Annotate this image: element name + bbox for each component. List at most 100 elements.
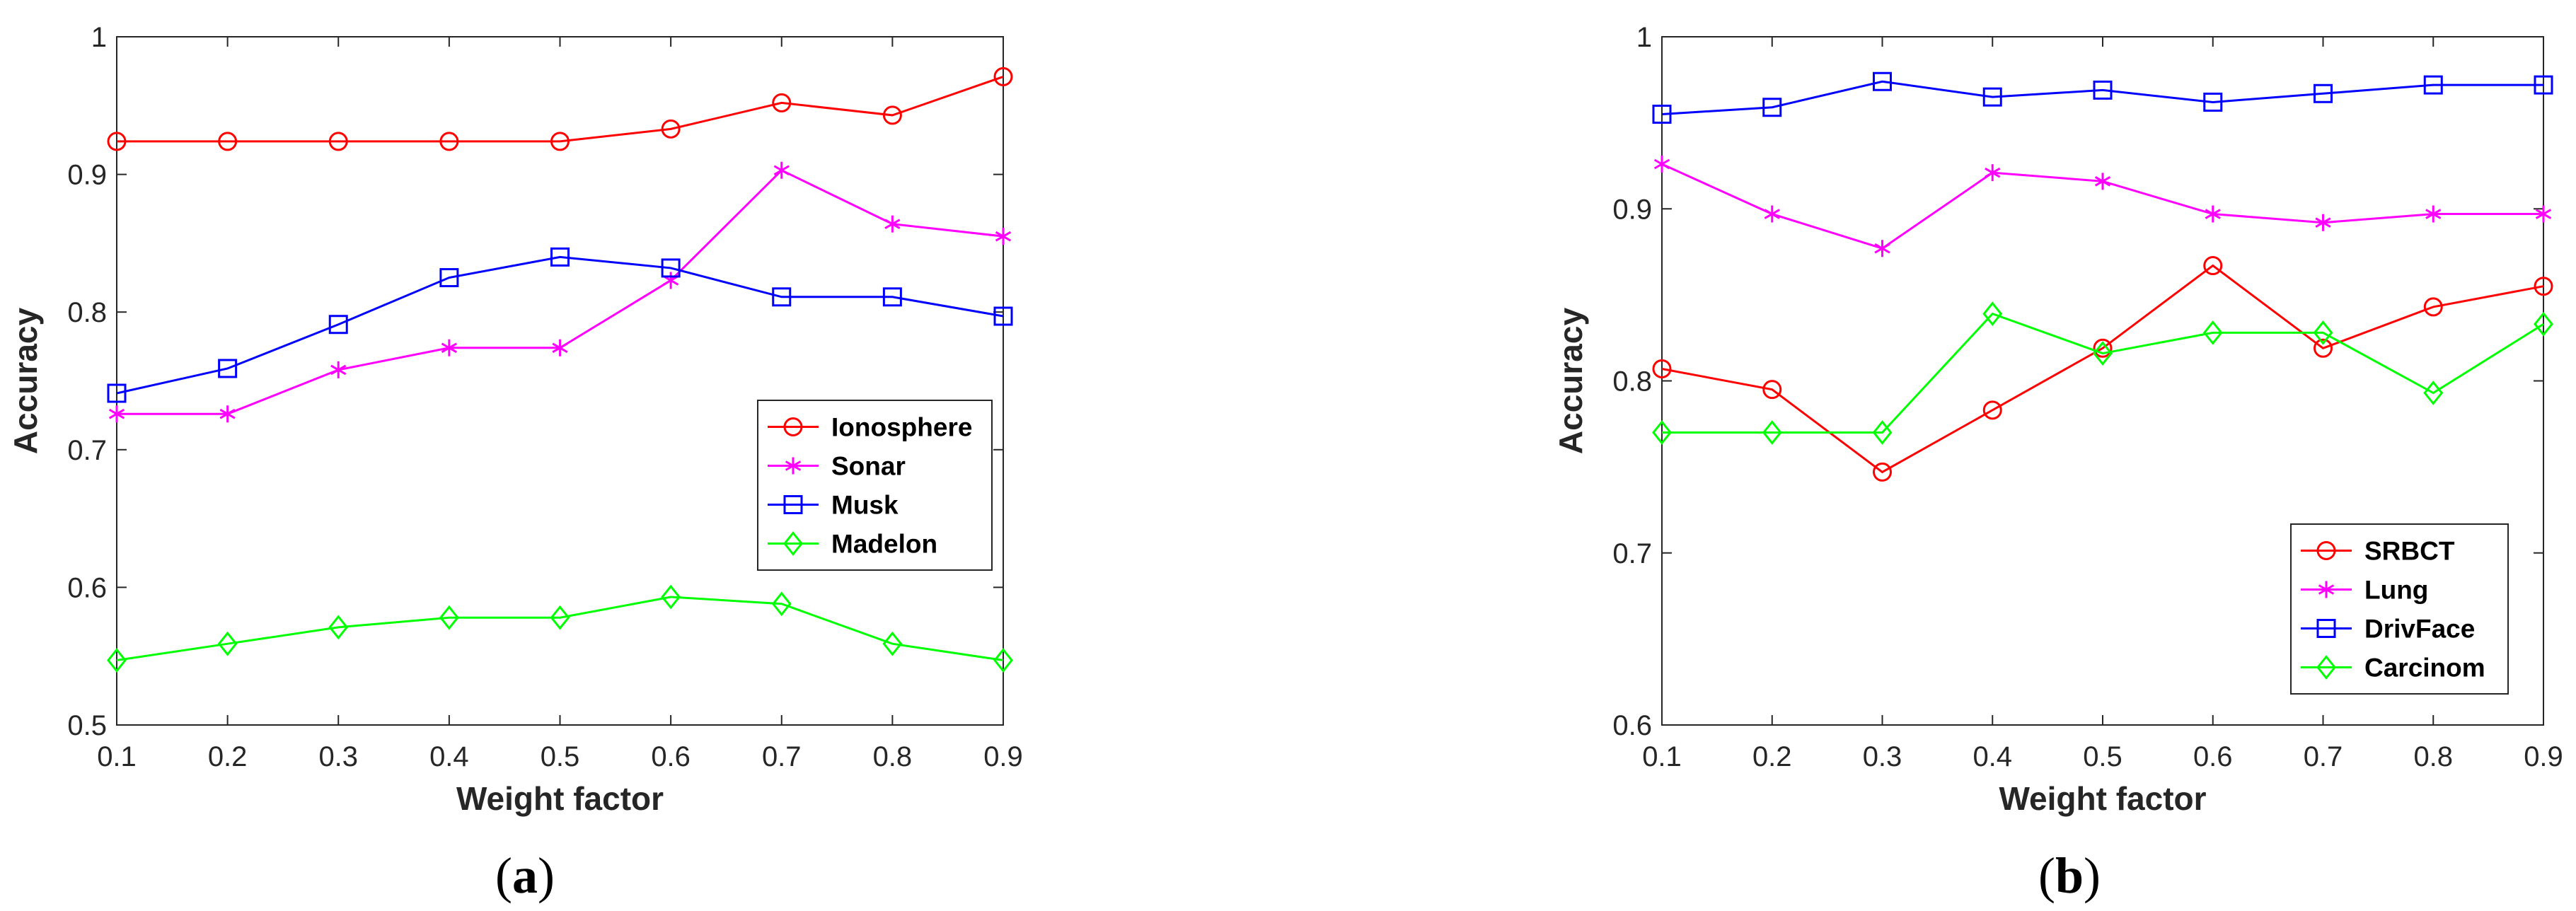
x-axis-label: Weight factor	[456, 780, 664, 817]
legend-marker	[2318, 581, 2335, 598]
data-point	[2534, 75, 2553, 95]
legend-marker	[2316, 619, 2336, 638]
caption-close-paren: )	[538, 847, 555, 904]
data-point	[2093, 338, 2113, 358]
data-point	[993, 648, 1013, 673]
data-point	[550, 247, 570, 267]
data-point	[2205, 205, 2221, 223]
x-tick-label: 0.2	[1752, 741, 1792, 772]
legend-marker	[2316, 541, 2336, 560]
legend-label: DrivFace	[2364, 615, 2475, 644]
y-tick-label: 0.5	[67, 710, 107, 741]
series-madelon	[107, 584, 1013, 673]
y-tick-label: 1	[91, 22, 107, 53]
series-line	[116, 255, 1004, 395]
data-point	[2314, 338, 2333, 358]
legend: SRBCT Lung DrivFace Carcinom	[2290, 523, 2509, 695]
legend-box	[757, 400, 993, 571]
data-point	[1762, 98, 1782, 117]
data-point	[2094, 173, 2111, 190]
data-point	[661, 119, 681, 139]
y-axis-label: Accuracy	[1552, 308, 1589, 455]
data-point	[995, 228, 1012, 245]
x-tick-label: 0.7	[762, 741, 802, 772]
series-line	[117, 76, 1004, 143]
caption-letter: b	[2055, 847, 2084, 904]
legend-label: SRBCT	[2364, 537, 2455, 566]
x-tick-label: 0.7	[2304, 741, 2343, 772]
x-tick-label: 0.3	[318, 741, 358, 772]
data-point	[552, 339, 568, 356]
legend-label: Musk	[831, 491, 899, 520]
data-point	[1653, 156, 1670, 173]
x-tick-label: 0.6	[651, 741, 691, 772]
x-tick-label: 0.9	[2524, 741, 2563, 772]
data-point	[107, 132, 127, 151]
chart-panel-a: 0.1 0.2 0.3 0.4 0.5 0.6 0.7 0.8 0.9 0.5 0.6 0.7 0.8 0…	[7, 22, 1023, 904]
legend-marker	[2316, 655, 2336, 680]
legend-marker	[783, 417, 803, 436]
legend-label: Carcinom	[2364, 654, 2485, 683]
legend-marker	[785, 457, 802, 475]
data-point	[107, 383, 127, 403]
data-point	[108, 405, 125, 423]
series-ionosphere	[107, 66, 1013, 151]
x-tick-label: 0.9	[983, 741, 1023, 772]
series-line	[1662, 312, 2544, 434]
x-tick-label: 0.5	[2083, 741, 2122, 772]
panel-caption: (b)	[2038, 847, 2101, 904]
y-tick-label: 1	[1636, 22, 1652, 53]
data-point	[1982, 400, 2002, 420]
data-point	[773, 161, 790, 179]
data-point	[2423, 381, 2444, 405]
x-tick-label: 0.4	[1973, 741, 2012, 772]
data-point	[219, 405, 236, 423]
data-point	[2093, 80, 2113, 100]
data-point	[2315, 214, 2331, 231]
x-tick-label: 0.1	[1642, 741, 1682, 772]
data-point	[1764, 205, 1780, 223]
data-point	[217, 631, 238, 656]
data-point	[1762, 380, 1782, 400]
data-point	[2534, 277, 2553, 296]
data-point	[330, 361, 347, 378]
data-point	[2423, 297, 2443, 317]
data-point	[1873, 462, 1892, 482]
legend-label: Madelon	[831, 530, 937, 559]
data-point	[882, 287, 902, 307]
data-point	[441, 339, 458, 356]
data-point	[1872, 420, 1893, 445]
data-point	[2534, 311, 2553, 337]
data-point	[439, 132, 459, 151]
caption-open-paren: (	[495, 847, 512, 904]
data-point	[439, 268, 459, 288]
data-point	[2202, 320, 2223, 345]
series-lung	[1653, 156, 2552, 257]
data-point	[661, 584, 681, 610]
x-axis-label: Weight factor	[1999, 780, 2206, 817]
caption-close-paren: )	[2084, 847, 2101, 904]
caption-open-paren: (	[2038, 847, 2055, 904]
y-tick-label: 0.7	[1612, 538, 1652, 569]
y-tick-label: 0.8	[67, 297, 107, 328]
series-line	[1661, 80, 2543, 115]
data-point	[1652, 104, 1672, 124]
data-point	[550, 605, 570, 630]
series-carcinom	[1652, 301, 2553, 445]
data-point	[328, 132, 348, 151]
x-tick-label: 0.8	[2413, 741, 2453, 772]
data-point	[771, 591, 792, 617]
data-point	[107, 648, 127, 673]
data-point	[661, 258, 681, 278]
data-point	[993, 66, 1013, 86]
data-point	[1652, 359, 1672, 378]
data-point	[772, 287, 792, 307]
data-point	[2425, 205, 2442, 223]
series-drivface	[1652, 71, 2553, 124]
data-point	[439, 605, 459, 630]
legend-label: Sonar	[831, 452, 906, 481]
data-point	[1652, 420, 1672, 445]
series-srbct	[1652, 256, 2553, 482]
data-point	[2203, 92, 2223, 112]
data-point	[2313, 320, 2333, 345]
